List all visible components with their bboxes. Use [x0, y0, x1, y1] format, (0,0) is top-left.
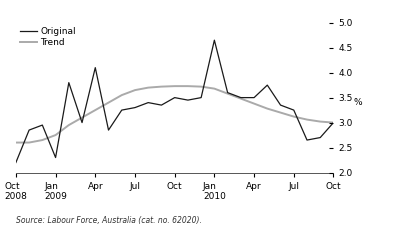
Trend: [119, 94, 124, 96]
Trend: [80, 116, 85, 119]
Original: [53, 156, 58, 159]
Original: [119, 109, 124, 111]
Trend: [146, 86, 150, 89]
Line: Trend: Trend: [16, 86, 333, 143]
Trend: [225, 92, 230, 95]
Trend: [331, 121, 336, 124]
Original: [304, 139, 309, 141]
Original: [331, 121, 336, 124]
Original: [66, 81, 71, 84]
Original: [27, 129, 31, 131]
Original: [199, 96, 204, 99]
Original: [239, 96, 243, 99]
Trend: [133, 89, 137, 91]
Trend: [318, 120, 323, 123]
Trend: [159, 85, 164, 88]
Original: [106, 129, 111, 131]
Trend: [291, 115, 296, 118]
Trend: [199, 85, 204, 88]
Trend: [185, 85, 190, 87]
Original: [146, 101, 150, 104]
Original: [225, 91, 230, 94]
Original: [212, 39, 217, 42]
Original: [252, 96, 256, 99]
Original: [278, 104, 283, 106]
Trend: [278, 111, 283, 114]
Original: [318, 136, 323, 139]
Trend: [40, 139, 45, 141]
Text: Source: Labour Force, Australia (cat. no. 62020).: Source: Labour Force, Australia (cat. no…: [16, 216, 202, 225]
Legend: Original, Trend: Original, Trend: [20, 27, 76, 47]
Trend: [93, 109, 98, 111]
Original: [172, 96, 177, 99]
Original: [159, 104, 164, 106]
Original: [133, 106, 137, 109]
Trend: [304, 118, 309, 121]
Original: [40, 124, 45, 126]
Trend: [53, 134, 58, 136]
Trend: [239, 97, 243, 100]
Line: Original: Original: [16, 40, 333, 163]
Trend: [172, 85, 177, 87]
Original: [13, 161, 18, 164]
Y-axis label: %: %: [354, 98, 362, 107]
Trend: [265, 107, 270, 110]
Original: [265, 84, 270, 86]
Trend: [252, 102, 256, 105]
Trend: [27, 141, 31, 144]
Trend: [66, 124, 71, 126]
Trend: [13, 141, 18, 144]
Original: [93, 66, 98, 69]
Original: [185, 99, 190, 101]
Trend: [106, 101, 111, 104]
Original: [80, 121, 85, 124]
Original: [291, 109, 296, 111]
Trend: [212, 87, 217, 90]
